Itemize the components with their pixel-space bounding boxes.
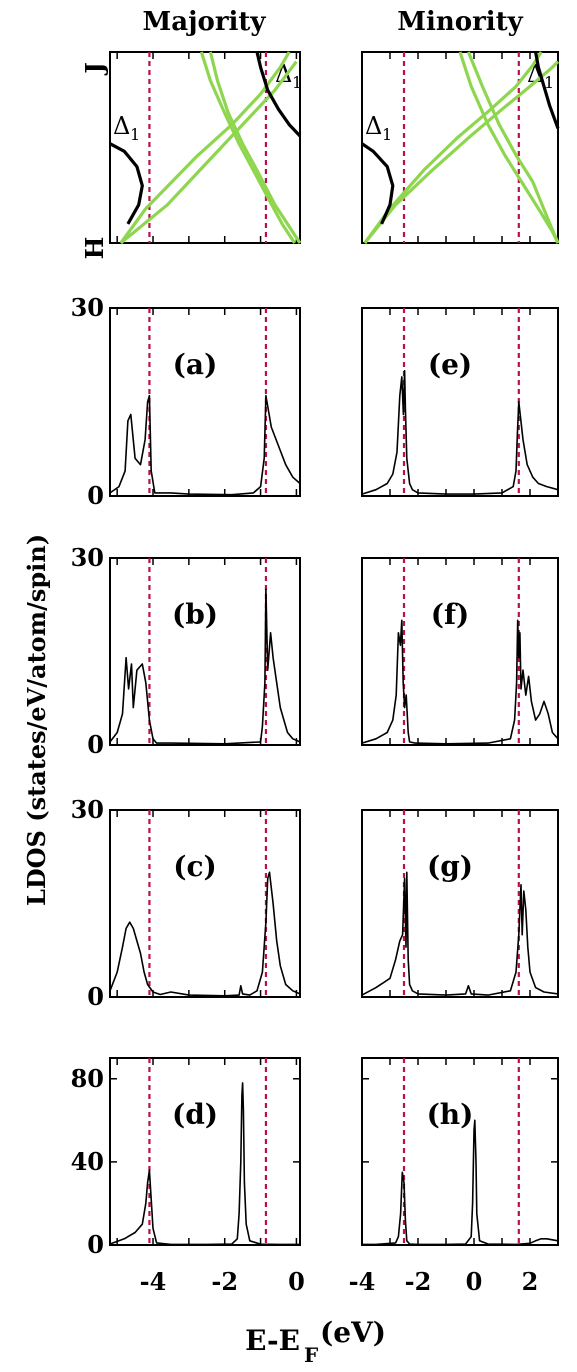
band-curve-green: [208, 51, 302, 244]
y-tick-label: 0: [87, 982, 104, 1011]
panel-frame: [361, 557, 559, 746]
delta1-subscript: 1: [292, 73, 302, 92]
x-tick-label: -2: [211, 1267, 238, 1296]
col-title-majority: Majority: [142, 7, 266, 37]
band-curve-delta1: [534, 51, 560, 129]
y-tick-label: 0: [87, 481, 104, 510]
delta1-subscript: 1: [382, 125, 392, 144]
x-axis-label-main: E-E: [245, 1324, 300, 1357]
panel-label: (f): [431, 598, 470, 631]
band-curve-green: [466, 51, 560, 244]
x-axis-label: E-E F (eV): [245, 1316, 386, 1367]
panel-frame: [109, 307, 301, 497]
ldos-curve: [361, 369, 559, 495]
y-tick-label: 30: [71, 543, 104, 572]
delta1-subscript: 1: [544, 73, 554, 92]
band-curve-delta1: [109, 142, 144, 225]
kpoint-j-label: J: [80, 62, 109, 75]
band-curve-green: [119, 60, 298, 245]
panel-label: (h): [427, 1098, 474, 1131]
band-curve-green: [363, 60, 560, 245]
ldos-curve: [109, 871, 301, 997]
plot-frame: [361, 307, 559, 497]
marker-lines: [402, 308, 520, 496]
marker-lines: [148, 1058, 268, 1245]
marker-lines: [148, 810, 268, 997]
x-tick-label: 2: [522, 1267, 539, 1296]
delta1-label-majority-left: Δ 1: [113, 112, 140, 144]
band-panel-majority: [109, 51, 302, 245]
panel-frame: [109, 809, 301, 998]
y-tick-label: 0: [87, 730, 104, 759]
plot-frame: [109, 557, 301, 746]
plot-frame: [109, 51, 301, 244]
panel-label: (e): [428, 348, 472, 381]
plot-frame: [109, 1057, 301, 1246]
x-axis-label-unit: (eV): [320, 1316, 386, 1349]
panel-label: (d): [172, 1098, 218, 1131]
band-curve-delta1: [361, 142, 395, 225]
marker-lines: [402, 1058, 520, 1245]
band-curve-delta1: [255, 51, 302, 138]
delta1-subscript: 1: [130, 125, 140, 144]
y-tick-label: 30: [71, 293, 104, 322]
band-curve-green: [199, 51, 296, 244]
ldos-panel-d: 0 40 80 (d): [71, 1057, 301, 1259]
plot-frame: [109, 809, 301, 998]
panel-frame: [109, 1057, 301, 1246]
panel-frame: [109, 557, 301, 746]
plot-frame: [361, 809, 559, 998]
ldos-curve: [361, 619, 559, 745]
ldos-panel-b: 0 30 (b): [71, 543, 301, 759]
ldos-curve: [109, 588, 301, 745]
x-tick-label: 0: [288, 1267, 305, 1296]
x-tick-label: -2: [405, 1267, 432, 1296]
marker-lines: [148, 558, 268, 745]
ldos-panel-a: 0 30 (a): [71, 293, 301, 510]
marker-lines: [402, 810, 520, 997]
ldos-panel-f: (f): [361, 557, 559, 746]
band-curve-green: [363, 51, 543, 244]
ldos-curve: [109, 1082, 300, 1246]
x-tick-label: -4: [349, 1267, 376, 1296]
panel-frame: [361, 1057, 559, 1246]
x-tick-label: -4: [140, 1267, 167, 1296]
ldos-curve: [361, 871, 559, 996]
kpoint-h-label: H: [80, 237, 109, 260]
marker-lines: [148, 308, 268, 496]
y-tick-label: 40: [71, 1147, 104, 1176]
panel-label: (g): [427, 850, 473, 883]
ldos-panel-e: (e): [361, 307, 559, 497]
band-curve-green: [458, 51, 560, 244]
plot-frame: [109, 307, 301, 497]
marker-lines: [402, 558, 520, 745]
panel-label: (c): [173, 850, 217, 883]
plot-layer: 0 30 (a) 0 30 (b) 0 30 (c) 0 40 80 (d) (e) (f) (g) (h) -4…: [71, 51, 560, 1296]
plot-frame: [361, 1057, 559, 1246]
ldos-panel-h: (h): [361, 1057, 559, 1246]
ldos-panel-g: (g): [361, 809, 559, 998]
band-panel-minority: [361, 51, 560, 245]
col-title-minority: Minority: [397, 7, 523, 37]
x-tick-label: 0: [466, 1267, 483, 1296]
y-tick-label: 80: [71, 1064, 104, 1093]
plot-frame: [361, 557, 559, 746]
ldos-curve: [109, 394, 301, 496]
x-axis-label-sub: F: [304, 1343, 318, 1367]
panel-frame: [109, 51, 301, 244]
y-tick-label: 0: [87, 1230, 104, 1259]
y-tick-label: 30: [71, 795, 104, 824]
y-axis-label: LDOS (states/eV/atom/spin): [22, 534, 51, 906]
delta1-symbol: Δ: [365, 112, 382, 140]
band-curve-green: [119, 51, 291, 244]
delta1-symbol: Δ: [113, 112, 130, 140]
ldos-curve: [362, 1119, 559, 1246]
ldos-panel-c: 0 30 (c): [71, 795, 301, 1011]
panel-label: (b): [172, 598, 218, 631]
panel-label: (a): [173, 348, 218, 381]
delta1-label-minority-left: Δ 1: [365, 112, 392, 144]
panel-frame: [361, 809, 559, 998]
